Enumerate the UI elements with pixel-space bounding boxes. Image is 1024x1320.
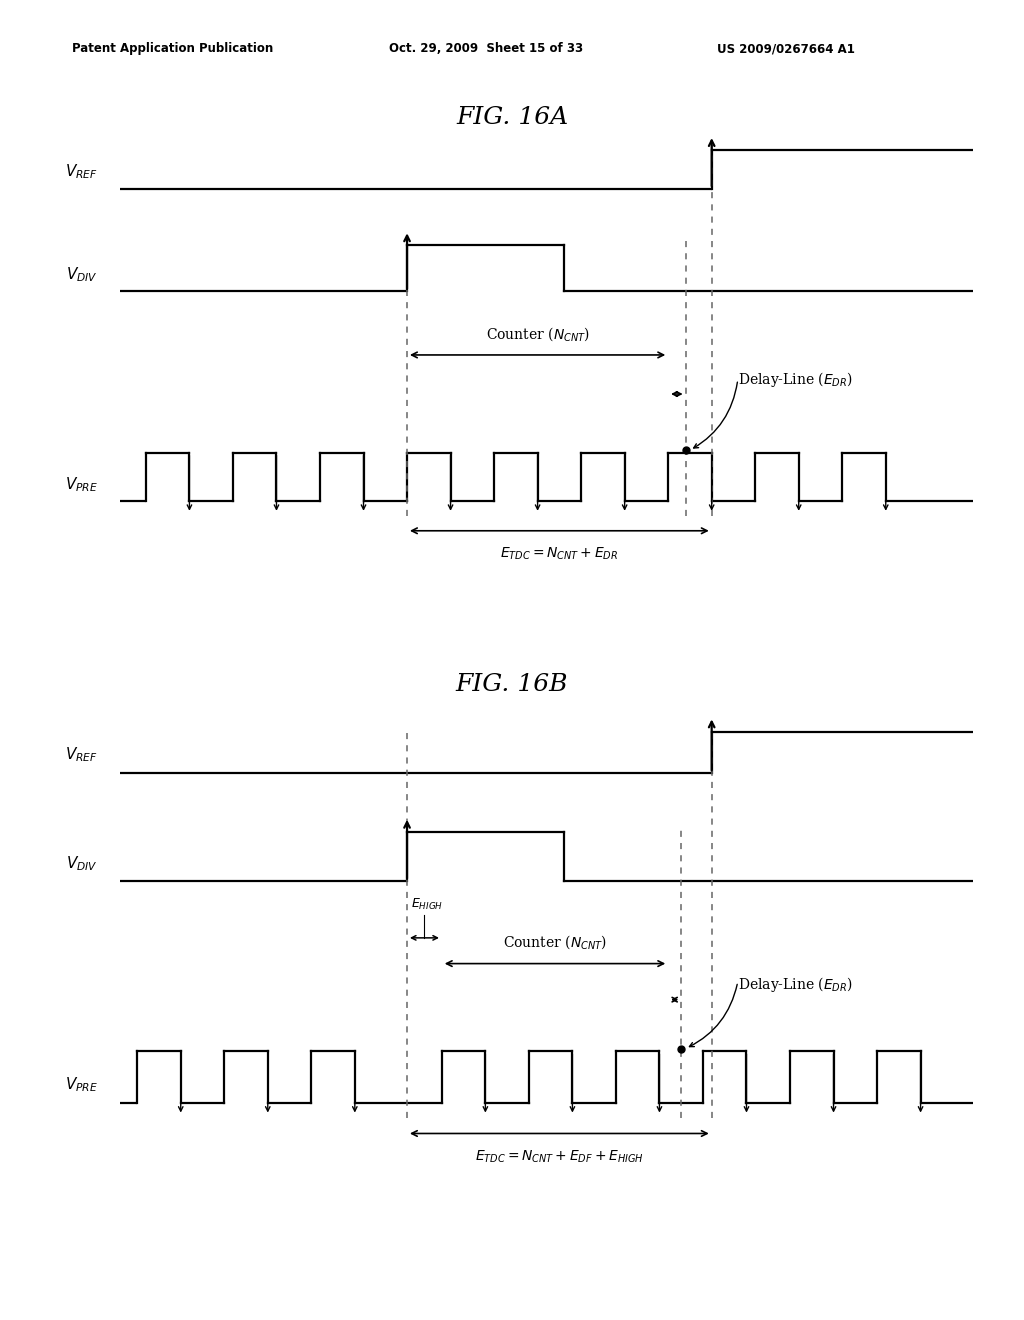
Text: Counter ($N_{CNT}$): Counter ($N_{CNT}$) [485,325,590,343]
Text: FIG. 16A: FIG. 16A [456,106,568,128]
Text: $E_{HIGH}$: $E_{HIGH}$ [412,898,443,912]
Text: US 2009/0267664 A1: US 2009/0267664 A1 [717,42,855,55]
Text: $V_{REF}$: $V_{REF}$ [66,746,98,764]
Text: $V_{PRE}$: $V_{PRE}$ [66,475,98,494]
Text: Counter ($N_{CNT}$): Counter ($N_{CNT}$) [503,933,607,950]
Text: FIG. 16B: FIG. 16B [456,673,568,696]
Text: Delay-Line ($E_{DR}$): Delay-Line ($E_{DR}$) [737,370,853,389]
Text: $V_{DIV}$: $V_{DIV}$ [67,265,98,284]
Text: Patent Application Publication: Patent Application Publication [72,42,273,55]
Text: $V_{REF}$: $V_{REF}$ [66,162,98,181]
Text: $E_{TDC}=N_{CNT}+E_{DF}+E_{HIGH}$: $E_{TDC}=N_{CNT}+E_{DF}+E_{HIGH}$ [475,1148,644,1166]
Text: Delay-Line ($E_{DR}$): Delay-Line ($E_{DR}$) [737,974,853,994]
Text: $V_{DIV}$: $V_{DIV}$ [67,854,98,873]
Text: $E_{TDC}=N_{CNT}+E_{DR}$: $E_{TDC}=N_{CNT}+E_{DR}$ [500,545,618,562]
Text: $V_{PRE}$: $V_{PRE}$ [66,1076,98,1094]
Text: Oct. 29, 2009  Sheet 15 of 33: Oct. 29, 2009 Sheet 15 of 33 [389,42,584,55]
